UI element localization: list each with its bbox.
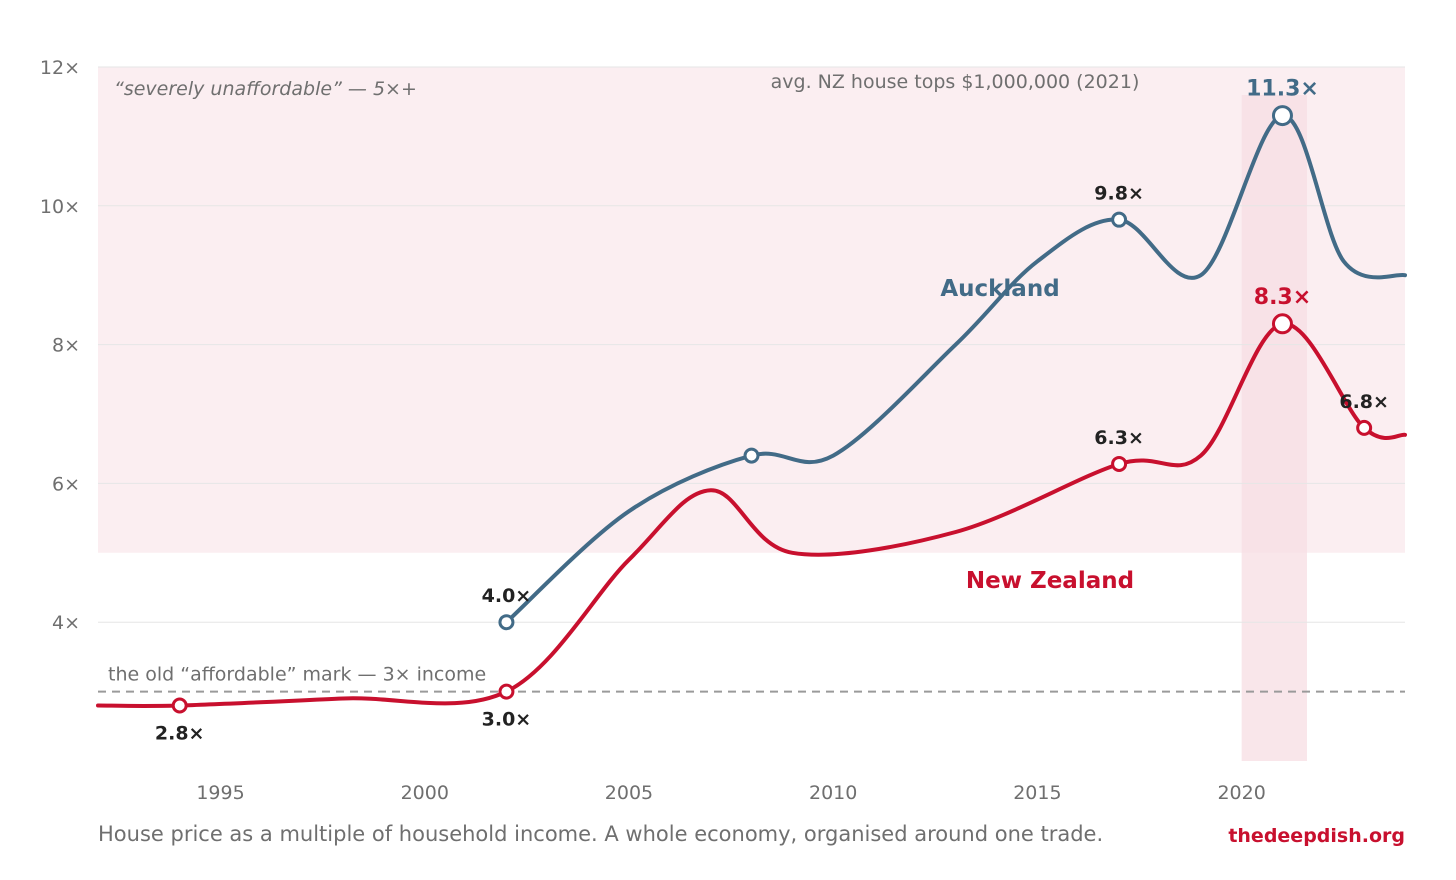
y-tick-label: 8× — [52, 335, 80, 357]
auckland-point — [743, 447, 760, 464]
new-zealand-point — [171, 697, 188, 714]
new-zealand-point — [498, 683, 515, 700]
auckland-series-label: Auckland — [940, 276, 1059, 302]
new-zealand-data-label: 2.8× — [155, 722, 205, 744]
series-layer — [96, 105, 1407, 714]
auckland-data-label: 4.0× — [482, 585, 532, 607]
y-tick-label: 6× — [52, 473, 80, 495]
y-tick-label: 10× — [40, 196, 80, 218]
threshold-label: the old “affordable” mark — 3× income — [108, 664, 486, 686]
new-zealand-data-label: 3.0× — [482, 709, 532, 731]
band-label: “severely unaffordable” — 5×+ — [114, 78, 417, 100]
highlight-annotation: avg. NZ house tops $1,000,000 (2021) — [771, 71, 1140, 93]
x-tick-label: 2000 — [401, 782, 449, 804]
new-zealand-point — [1356, 419, 1373, 436]
label-layer: “severely unaffordable” — 5×+ avg. NZ hou… — [40, 57, 1389, 804]
auckland-point — [498, 614, 515, 631]
chart-caption: House price as a multiple of household i… — [98, 822, 1104, 846]
auckland-point — [1111, 211, 1128, 228]
new-zealand-data-label: 6.8× — [1339, 391, 1389, 413]
auckland-point — [1271, 105, 1293, 127]
grid-layer — [98, 66, 1405, 693]
y-tick-label: 4× — [52, 612, 80, 634]
new-zealand-data-label: 8.3× — [1254, 285, 1311, 310]
new-zealand-point — [1111, 455, 1128, 472]
new-zealand-data-label: 6.3× — [1094, 427, 1144, 449]
new-zealand-series-label: New Zealand — [966, 568, 1134, 594]
x-tick-label: 2015 — [1013, 782, 1061, 804]
source-brand: thedeepdish.org — [1228, 825, 1405, 847]
y-tick-label: 12× — [40, 57, 80, 79]
auckland-line — [504, 113, 1407, 625]
x-tick-label: 2005 — [605, 782, 653, 804]
x-tick-label: 2020 — [1217, 782, 1265, 804]
x-tick-label: 1995 — [196, 782, 244, 804]
unaffordable-band — [98, 67, 1405, 553]
auckland-data-label: 9.8× — [1094, 183, 1144, 205]
new-zealand-line — [96, 321, 1407, 708]
x-tick-label: 2010 — [809, 782, 857, 804]
new-zealand-point — [1271, 313, 1293, 335]
background-layer — [98, 67, 1405, 761]
auckland-data-label: 11.3× — [1246, 77, 1319, 102]
highlight-column — [1241, 95, 1307, 761]
